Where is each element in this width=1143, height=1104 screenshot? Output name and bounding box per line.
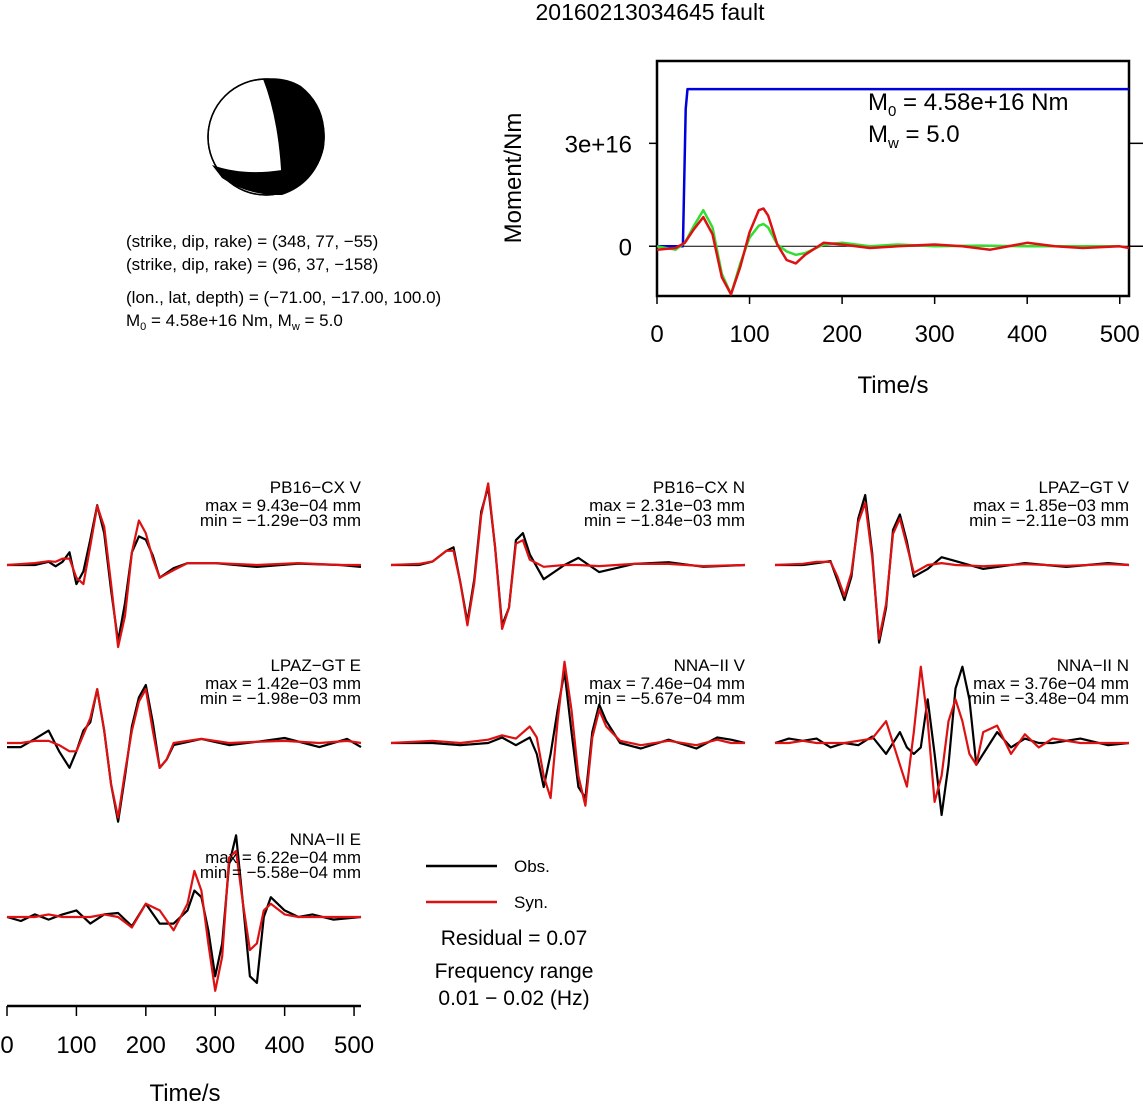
moment-rate-red-line [656,207,1130,296]
moment-x-tick-label: 200 [822,321,862,348]
moment-x-tick-label: 500 [1100,321,1140,348]
pb16-cx-v-syn-trace [6,504,361,649]
time-axis-tick-label: 200 [126,1032,166,1059]
lpaz-gt-v-station-label: LPAZ−GT V [1038,478,1129,497]
nodal-plane-1: (strike, dip, rake) = (348, 77, −55) [126,232,378,251]
frequency-range-title: Frequency range [435,960,594,983]
solution-text: (strike, dip, rake) = (348, 77, −55) (st… [126,232,441,333]
moment-mw-annotation: Mw = 5.0 [868,121,960,152]
moment-y-tick-label: 0 [619,234,632,261]
time-axis-tick-label: 400 [265,1032,305,1059]
moment-x-tick-label: 100 [730,321,770,348]
time-axis-tick-label: 300 [195,1032,235,1059]
legend: Obs. Syn. Residual = 0.07 Frequency rang… [426,857,593,1010]
lpaz-gt-v-min-label: min = −2.11e−03 mm [969,511,1129,530]
lpaz-gt-e-syn-trace [7,688,362,819]
nodal-plane-2: (strike, dip, rake) = (96, 37, −158) [126,255,378,274]
pb16-cx-n-max-label: max = 2.31e−03 mm [589,496,745,515]
nna-ii-v-min-label: min = −5.67e−04 mm [584,689,745,708]
legend-obs-label: Obs. [514,857,550,876]
lpaz-gt-e-max-label: max = 1.42e−03 mm [205,674,361,693]
moment-y-tick-label: 3e+16 [565,131,632,158]
cumulative-moment-line [657,87,1129,248]
nna-ii-n-station-label: NNA−II N [1057,656,1129,675]
nna-ii-e-station-label: NNA−II E [290,830,361,849]
lpaz-gt-e-min-label: min = −1.98e−03 mm [200,689,361,708]
figure-title: 20160213034645 fault [536,0,766,25]
lpaz-gt-v-max-label: max = 1.85e−03 mm [973,496,1129,515]
moment-rate-green-line [656,208,1120,296]
moment-x-axis-label: Time/s [857,372,928,399]
pb16-cx-v-max-label: max = 9.43e−04 mm [205,496,361,515]
nna-ii-n-min-label: min = −3.48e−04 mm [968,689,1129,708]
moment-x-tick-label: 300 [915,321,955,348]
nna-ii-e-syn-trace [7,850,361,992]
pb16-cx-v-min-label: min = −1.29e−03 mm [200,511,361,530]
moment-line: M0 = 4.58e+16 Nm, Mw = 5.0 [126,311,343,333]
time-axis-tick-label: 0 [0,1032,13,1059]
pb16-cx-n-syn-trace [390,482,746,630]
pb16-cx-n-station-label: PB16−CX N [653,478,745,497]
time-axis-label: Time/s [149,1080,220,1104]
lpaz-gt-e-station-label: LPAZ−GT E [270,656,361,675]
nna-ii-e-max-label: max = 6.22e−04 mm [205,848,361,867]
pb16-cx-v-station-label: PB16−CX V [270,478,362,497]
nna-ii-v-station-label: NNA−II V [674,656,746,675]
frequency-range-value: 0.01 − 0.02 (Hz) [438,987,589,1010]
residual-text: Residual = 0.07 [441,927,588,950]
nna-ii-n-max-label: max = 3.76e−04 mm [973,674,1129,693]
nna-ii-v-max-label: max = 7.46e−04 mm [589,674,745,693]
waveform-time-axis: 0 100 200 300 400 500 Time/s [0,1004,374,1104]
moment-y-axis-label: Moment/Nm [500,113,527,244]
nna-ii-n-syn-trace [775,665,1129,803]
lpaz-gt-v-syn-trace [774,501,1130,640]
legend-syn-label: Syn. [514,893,548,912]
moment-chart: 0 100 200 300 400 500 0 3e+16 Time/s Moment/Nm M0… [500,59,1143,399]
moment-plot-frame [655,59,1131,298]
moment-x-tick-label: 400 [1007,321,1047,348]
time-axis-tick-label: 100 [56,1032,96,1059]
moment-x-tick-label: 0 [650,321,663,348]
pb16-cx-n-min-label: min = −1.84e−03 mm [584,511,745,530]
nna-ii-e-min-label: min = −5.58e−04 mm [200,863,361,882]
nna-ii-v-syn-trace [390,660,745,807]
location-line: (lon., lat, depth) = (−71.00, −17.00, 10… [126,288,441,307]
beachball-icon [207,78,325,196]
time-axis-tick-label: 500 [334,1032,374,1059]
moment-m0-annotation: M0 = 4.58e+16 Nm [868,89,1068,120]
